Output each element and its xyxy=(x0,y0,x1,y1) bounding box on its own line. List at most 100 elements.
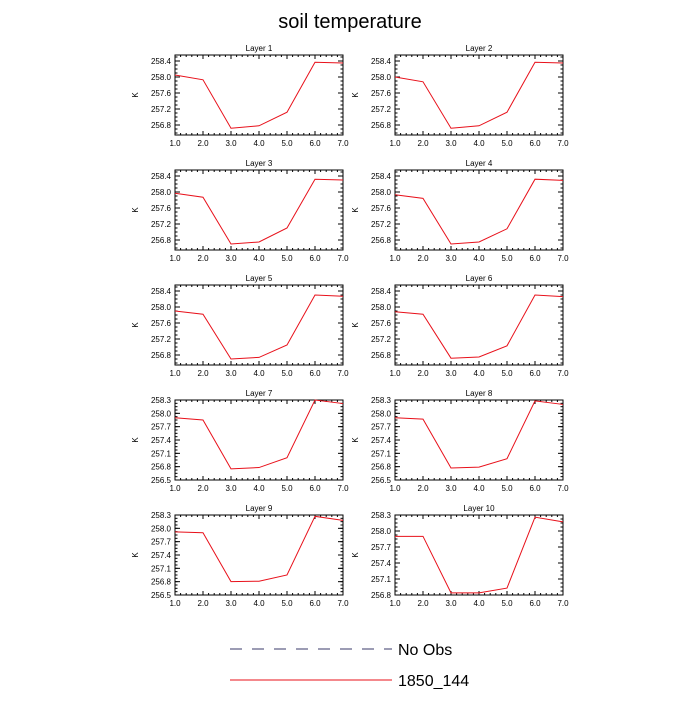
x-tick-label: 7.0 xyxy=(557,484,569,493)
y-tick-label: 257.6 xyxy=(151,89,172,98)
y-tick-label: 257.2 xyxy=(371,220,392,229)
x-tick-label: 1.0 xyxy=(169,254,181,263)
x-tick-label: 1.0 xyxy=(389,369,401,378)
panel-layer-10: Layer 10 1.0 2.0 3.0 4.0 5.0 6.0 7.0 256.8 257.1 2… xyxy=(351,504,569,608)
x-tick-label: 3.0 xyxy=(445,139,457,148)
series-line-1850-144 xyxy=(394,178,564,245)
panel-layer-4: Layer 4 1.0 2.0 3.0 4.0 5.0 6.0 7.0 256.8 257.2 25… xyxy=(351,159,569,263)
x-tick-label: 6.0 xyxy=(309,484,321,493)
panel-layer-5: Layer 5 1.0 2.0 3.0 4.0 5.0 6.0 7.0 256.8 257.2 25… xyxy=(131,274,349,378)
y-tick-label: 257.7 xyxy=(151,423,172,432)
x-tick-label: 3.0 xyxy=(445,599,457,608)
x-tick-label: 3.0 xyxy=(445,254,457,263)
panel-title: Layer 9 xyxy=(246,504,273,513)
y-tick-label: 256.8 xyxy=(371,121,392,130)
x-tick-label: 2.0 xyxy=(197,254,209,263)
y-tick-label: 258.3 xyxy=(371,396,392,405)
x-tick-label: 1.0 xyxy=(389,599,401,608)
y-tick-label: 257.1 xyxy=(371,449,392,458)
x-tick-label: 6.0 xyxy=(309,369,321,378)
x-tick-label: 5.0 xyxy=(501,369,513,378)
y-tick-label: 258.0 xyxy=(151,303,172,312)
plot-frame xyxy=(394,514,564,596)
x-tick-label: 4.0 xyxy=(253,139,265,148)
series-line-1850-144 xyxy=(174,178,344,245)
series-line-1850-144 xyxy=(394,294,564,359)
x-tick-label: 1.0 xyxy=(169,599,181,608)
x-tick-label: 6.0 xyxy=(309,599,321,608)
y-axis-label: K xyxy=(351,322,360,328)
y-tick-label: 258.4 xyxy=(371,172,392,181)
x-tick-label: 5.0 xyxy=(501,599,513,608)
x-tick-label: 2.0 xyxy=(417,599,429,608)
legend-label-no-obs: No Obs xyxy=(398,642,452,659)
y-tick-label: 257.1 xyxy=(151,449,172,458)
plot-frame xyxy=(394,54,564,136)
x-tick-label: 2.0 xyxy=(197,139,209,148)
y-tick-label: 258.0 xyxy=(151,73,172,82)
x-tick-label: 3.0 xyxy=(225,599,237,608)
x-tick-label: 7.0 xyxy=(337,599,349,608)
x-tick-label: 6.0 xyxy=(529,484,541,493)
x-tick-label: 4.0 xyxy=(473,369,485,378)
y-tick-label: 257.6 xyxy=(151,319,172,328)
x-tick-label: 7.0 xyxy=(557,254,569,263)
x-tick-label: 4.0 xyxy=(253,484,265,493)
x-tick-label: 4.0 xyxy=(473,599,485,608)
plot-frame xyxy=(394,284,564,366)
series-line-1850-144 xyxy=(174,61,344,129)
y-tick-label: 256.8 xyxy=(151,236,172,245)
x-tick-label: 5.0 xyxy=(501,484,513,493)
panel-title: Layer 4 xyxy=(466,159,493,168)
y-tick-label: 257.4 xyxy=(371,559,392,568)
x-tick-label: 3.0 xyxy=(225,139,237,148)
x-tick-label: 7.0 xyxy=(557,369,569,378)
series-line-1850-144 xyxy=(174,294,344,360)
x-tick-label: 5.0 xyxy=(281,254,293,263)
y-axis-label: K xyxy=(131,322,140,328)
x-tick-label: 3.0 xyxy=(445,369,457,378)
y-tick-label: 257.4 xyxy=(371,436,392,445)
y-axis-label: K xyxy=(131,207,140,213)
y-tick-label: 256.8 xyxy=(151,121,172,130)
panel-title: Layer 3 xyxy=(246,159,273,168)
panel-title: Layer 6 xyxy=(466,274,493,283)
x-tick-label: 6.0 xyxy=(529,254,541,263)
x-tick-label: 2.0 xyxy=(197,369,209,378)
legend: No Obs 1850_144 xyxy=(230,642,469,690)
y-tick-label: 258.4 xyxy=(371,57,392,66)
y-tick-label: 256.8 xyxy=(151,463,172,472)
panel-layer-2: Layer 2 1.0 2.0 3.0 4.0 5.0 6.0 7.0 256.8 257.2 25… xyxy=(351,44,569,148)
y-tick-label: 256.8 xyxy=(371,351,392,360)
panel-grid: Layer 1 1.0 2.0 3.0 4.0 5.0 6.0 7.0 256.8 257.2 25… xyxy=(131,44,569,608)
x-tick-label: 7.0 xyxy=(557,139,569,148)
y-axis-label: K xyxy=(351,207,360,213)
y-tick-label: 258.0 xyxy=(371,527,392,536)
y-tick-label: 257.6 xyxy=(371,89,392,98)
y-tick-label: 258.4 xyxy=(151,57,172,66)
panel-title: Layer 1 xyxy=(246,44,273,53)
x-tick-label: 4.0 xyxy=(473,254,485,263)
x-tick-label: 1.0 xyxy=(389,139,401,148)
y-tick-label: 258.0 xyxy=(371,303,392,312)
x-tick-label: 2.0 xyxy=(197,599,209,608)
y-tick-label: 256.5 xyxy=(151,591,172,600)
y-tick-label: 257.2 xyxy=(151,105,172,114)
series-line-1850-144 xyxy=(395,516,564,594)
y-tick-label: 256.8 xyxy=(371,236,392,245)
x-tick-label: 4.0 xyxy=(253,599,265,608)
x-tick-label: 3.0 xyxy=(445,484,457,493)
y-axis-label: K xyxy=(131,92,140,98)
panel-layer-7: Layer 7 1.0 2.0 3.0 4.0 5.0 6.0 7.0 256.5 256.8 25… xyxy=(131,389,349,493)
x-tick-label: 4.0 xyxy=(253,254,265,263)
x-tick-label: 7.0 xyxy=(557,599,569,608)
x-tick-label: 4.0 xyxy=(473,484,485,493)
y-tick-label: 257.7 xyxy=(151,538,172,547)
plot-frame xyxy=(174,169,344,251)
y-tick-label: 257.1 xyxy=(371,575,392,584)
y-tick-label: 258.0 xyxy=(371,188,392,197)
y-tick-label: 257.1 xyxy=(151,564,172,573)
plot-frame xyxy=(174,514,344,596)
y-tick-label: 258.4 xyxy=(151,172,172,181)
